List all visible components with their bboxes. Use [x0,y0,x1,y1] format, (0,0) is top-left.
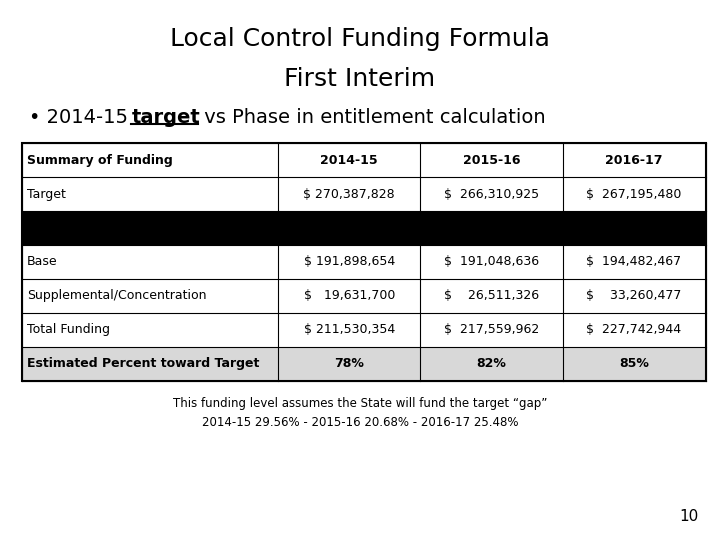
Text: Summary of Funding: Summary of Funding [27,153,172,166]
Text: $ 211,530,354: $ 211,530,354 [304,323,395,336]
Text: target: target [132,108,200,127]
Text: • 2014-15: • 2014-15 [29,108,134,127]
Text: $  227,742,944: $ 227,742,944 [586,221,681,234]
Text: 82%: 82% [477,357,506,370]
Text: Supplemental/Concentration: Supplemental/Concentration [27,289,206,302]
Text: $    26,511,326: $ 26,511,326 [444,289,539,302]
Text: First Interim: First Interim [284,68,436,91]
Text: $   19,631,700: $ 19,631,700 [304,289,395,302]
Text: Total Phase-In Entitlement: Total Phase-In Entitlement [27,221,190,234]
Text: $ 191,898,654: $ 191,898,654 [304,255,395,268]
Text: $  194,482,467: $ 194,482,467 [586,255,681,268]
Text: Total Funding: Total Funding [27,323,109,336]
Text: Base: Base [27,255,58,268]
Text: 2014-15: 2014-15 [320,153,378,166]
Text: Local Control Funding Formula: Local Control Funding Formula [170,27,550,51]
Text: $  227,742,944: $ 227,742,944 [586,323,681,336]
Text: 2015-16: 2015-16 [463,153,521,166]
Text: $  266,310,925: $ 266,310,925 [444,187,539,200]
Text: vs Phase in entitlement calculation: vs Phase in entitlement calculation [198,108,546,127]
Text: 78%: 78% [334,357,364,370]
Text: $  267,195,480: $ 267,195,480 [586,187,681,200]
Text: 2016-17: 2016-17 [605,153,662,166]
Text: This funding level assumes the State will fund the target “gap”: This funding level assumes the State wil… [173,397,547,410]
Text: $  217,559,962: $ 217,559,962 [444,323,539,336]
Text: Estimated Percent toward Target: Estimated Percent toward Target [27,357,259,370]
Text: $ 270,387,828: $ 270,387,828 [303,187,395,200]
Text: Target: Target [27,187,66,200]
Text: $ 211,530,354: $ 211,530,354 [304,221,395,234]
Text: 85%: 85% [619,357,649,370]
Text: $  191,048,636: $ 191,048,636 [444,255,539,268]
Text: 2014-15 29.56% - 2015-16 20.68% - 2016-17 25.48%: 2014-15 29.56% - 2015-16 20.68% - 2016-1… [202,416,518,429]
Text: 10: 10 [679,509,698,524]
Text: $    33,260,477: $ 33,260,477 [586,289,681,302]
Text: $  217,557,689: $ 217,557,689 [444,221,539,234]
